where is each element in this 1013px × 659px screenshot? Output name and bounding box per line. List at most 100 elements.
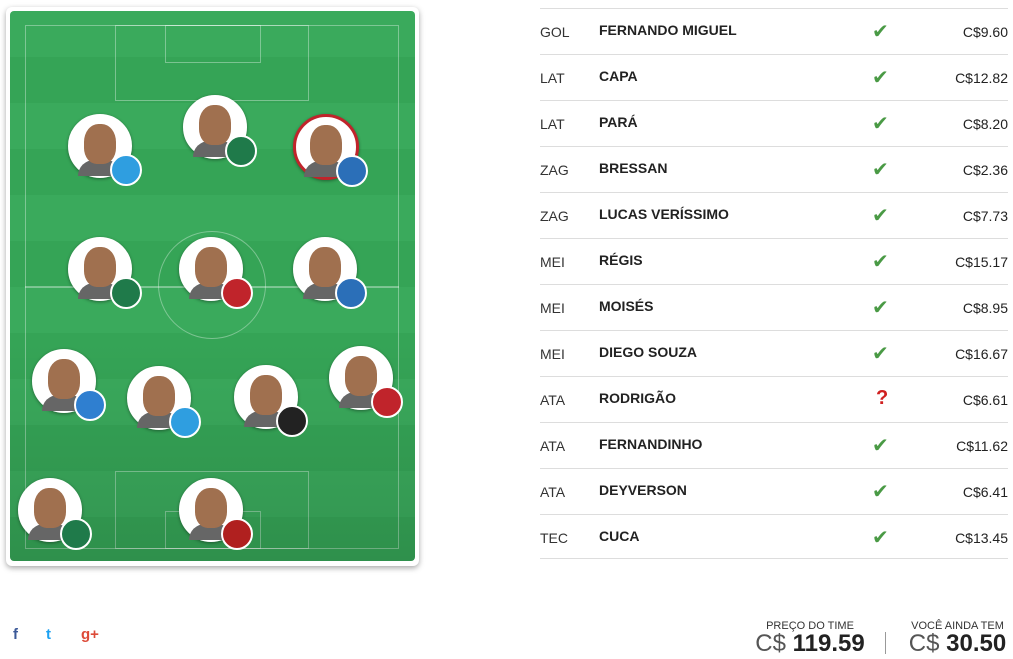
player-avatar[interactable]	[293, 237, 367, 309]
player-avatar[interactable]	[183, 95, 257, 167]
player-name: CAPA	[599, 68, 638, 84]
position: MEI	[540, 300, 565, 316]
player-name: DIEGO SOUZA	[599, 344, 698, 360]
player-name: RÉGIS	[599, 252, 643, 268]
price: C$6.41	[962, 484, 1008, 500]
table-row[interactable]: MEI RÉGIS ✔ C$15.17	[540, 238, 1008, 285]
check-icon: ✔	[872, 481, 889, 503]
table-row[interactable]: ATA RODRIGÃO? C$6.61	[540, 376, 1008, 423]
player-name: CUCA	[599, 528, 640, 544]
club-badge-icon	[276, 405, 308, 437]
table-bottom-border	[540, 558, 1008, 559]
player-avatar[interactable]	[293, 114, 368, 187]
club-badge-icon	[225, 135, 257, 167]
player-photo	[195, 488, 227, 528]
player-avatar[interactable]	[18, 478, 92, 550]
player-avatar[interactable]	[234, 365, 308, 437]
table-row[interactable]: ZAG BRESSAN ✔ C$2.36	[540, 146, 1008, 193]
twitter-icon[interactable]: t	[46, 626, 51, 643]
player-photo	[48, 359, 80, 399]
player-photo	[143, 376, 175, 416]
price: C$6.61	[962, 392, 1008, 408]
player-name: RODRIGÃO	[599, 390, 676, 406]
position: ATA	[540, 438, 566, 454]
googleplus-icon[interactable]: g+	[81, 626, 99, 643]
check-icon: ✔	[872, 527, 889, 549]
club-badge-icon	[110, 277, 142, 309]
check-icon: ✔	[872, 113, 889, 135]
currency: C$	[755, 630, 786, 657]
club-badge-icon	[221, 518, 253, 550]
club-badge-icon	[221, 277, 253, 309]
player-name: FERNANDINHO	[599, 436, 703, 452]
player-photo	[84, 247, 116, 287]
position: ATA	[540, 484, 566, 500]
player-name: BRESSAN	[599, 160, 668, 176]
table-row[interactable]: LAT CAPA ✔ C$12.82	[540, 54, 1008, 101]
price: C$15.17	[955, 254, 1008, 270]
player-name: MOISÉS	[599, 298, 654, 314]
position: LAT	[540, 116, 565, 132]
table-row[interactable]: ATA FERNANDINHO ✔ C$11.62	[540, 422, 1008, 469]
table-row[interactable]: ZAG LUCAS VERÍSSIMO ✔ C$7.73	[540, 192, 1008, 239]
table-row[interactable]: MEI DIEGO SOUZA ✔ C$16.67	[540, 330, 1008, 377]
table-row[interactable]: GOL FERNANDO MIGUEL ✔ C$9.60	[540, 8, 1008, 55]
check-icon: ✔	[872, 435, 889, 457]
field-boundary	[25, 25, 399, 549]
club-badge-icon	[169, 406, 201, 438]
check-icon: ✔	[872, 21, 889, 43]
player-photo	[309, 247, 341, 287]
penalty-area-bottom	[115, 471, 309, 549]
club-badge-icon	[74, 389, 106, 421]
player-name: DEYVERSON	[599, 482, 687, 498]
price: C$7.73	[962, 208, 1008, 224]
club-badge-icon	[371, 386, 403, 418]
position: ZAG	[540, 208, 569, 224]
player-avatar[interactable]	[179, 478, 253, 550]
price: C$16.67	[955, 346, 1008, 362]
club-badge-icon	[336, 155, 368, 187]
player-avatar[interactable]	[68, 114, 142, 186]
player-avatar[interactable]	[68, 237, 142, 309]
table-row[interactable]: TEC CUCA ✔ C$13.45	[540, 514, 1008, 561]
price: C$13.45	[955, 530, 1008, 546]
player-name: FERNANDO MIGUEL	[599, 22, 737, 38]
table-row[interactable]: MEI MOISÉS ✔ C$8.95	[540, 284, 1008, 331]
player-name: PARÁ	[599, 114, 638, 130]
question-icon: ?	[876, 387, 889, 409]
player-avatar[interactable]	[32, 349, 106, 421]
check-icon: ✔	[872, 67, 889, 89]
club-badge-icon	[110, 154, 142, 186]
position: GOL	[540, 24, 570, 40]
center-circle	[158, 231, 266, 339]
team-price-label: PREÇO DO TIME	[766, 620, 854, 632]
player-photo	[195, 247, 227, 287]
player-avatar[interactable]	[127, 366, 201, 438]
team-price: PREÇO DO TIME C$ 119.59	[755, 620, 865, 656]
remaining-value: 30.50	[946, 630, 1007, 657]
facebook-icon[interactable]: f	[13, 626, 18, 643]
goal-area-top	[165, 25, 261, 63]
check-icon: ✔	[872, 159, 889, 181]
player-photo	[310, 125, 342, 165]
player-avatar[interactable]	[329, 346, 403, 418]
price: C$8.95	[962, 300, 1008, 316]
player-name: LUCAS VERÍSSIMO	[599, 206, 729, 222]
remaining-budget: VOCÊ AINDA TEM C$ 30.50	[905, 620, 1010, 656]
team-price-value: 119.59	[792, 630, 865, 657]
check-icon: ✔	[872, 251, 889, 273]
player-photo	[345, 356, 377, 396]
table-row[interactable]: ATA DEYVERSON ✔ C$6.41	[540, 468, 1008, 515]
position: ATA	[540, 392, 566, 408]
player-photo	[34, 488, 66, 528]
currency: C$	[908, 630, 940, 657]
position: LAT	[540, 70, 565, 86]
position: TEC	[540, 530, 568, 546]
position: MEI	[540, 254, 565, 270]
price: C$12.82	[955, 70, 1008, 86]
price: C$8.20	[962, 116, 1008, 132]
table-row[interactable]: LAT PARÁ ✔ C$8.20	[540, 100, 1008, 147]
check-icon: ✔	[872, 343, 889, 365]
club-badge-icon	[335, 277, 367, 309]
player-avatar[interactable]	[179, 237, 253, 309]
